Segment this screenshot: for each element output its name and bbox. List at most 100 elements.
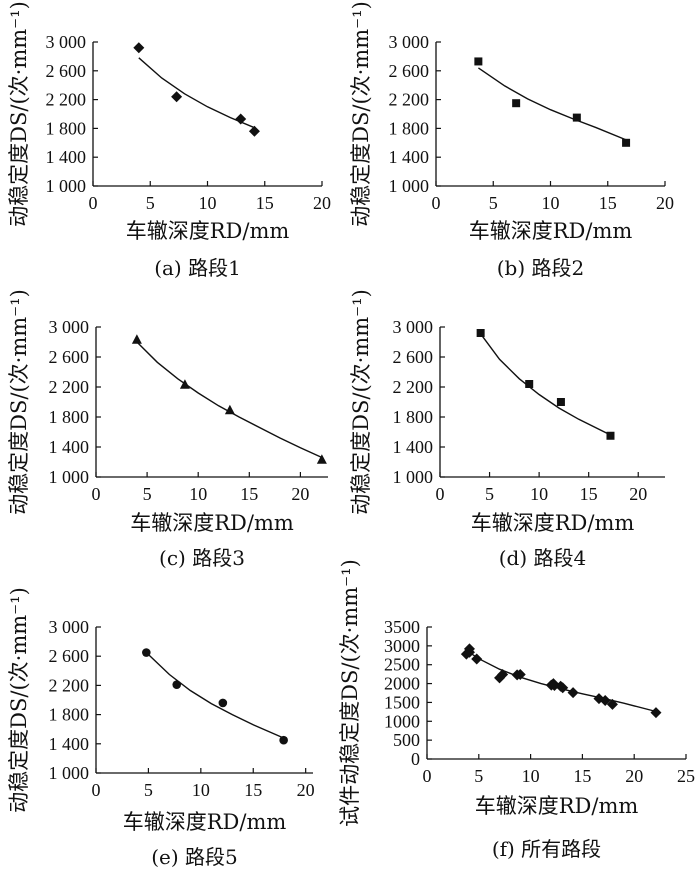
x-tick-label: 5 <box>144 780 153 800</box>
data-point <box>606 698 618 710</box>
data-point <box>279 735 288 745</box>
y-tick-label: 2 200 <box>389 90 430 110</box>
y-axis-title: 动稳定度DS/(次·mm⁻¹) <box>7 587 31 813</box>
y-tick-label: 2 200 <box>49 377 90 397</box>
x-tick-label: 10 <box>192 780 210 800</box>
panel-caption: (f) 所有路段 <box>492 837 601 861</box>
y-tick-label: 3 000 <box>46 32 87 52</box>
x-tick-label: 10 <box>522 766 540 786</box>
panel-caption: (d) 路段4 <box>499 546 587 570</box>
y-axis-title: 试件动稳定度DS/(次·mm⁻¹) <box>338 559 362 827</box>
data-point <box>131 334 142 344</box>
y-tick-label: 2500 <box>384 655 420 675</box>
x-tick-label: 15 <box>240 484 258 504</box>
data-point <box>514 669 526 681</box>
data-point <box>512 99 521 108</box>
x-axis-title: 车辙深度RD/mm <box>130 511 294 535</box>
y-tick-label: 3000 <box>384 636 420 656</box>
data-point <box>497 669 509 681</box>
data-point <box>133 42 145 54</box>
data-point <box>316 454 327 464</box>
x-tick-label: 5 <box>474 766 483 786</box>
y-tick-label: 1 000 <box>49 467 90 487</box>
x-tick-label: 0 <box>423 766 432 786</box>
x-tick-label: 20 <box>656 193 674 213</box>
data-point <box>525 380 534 388</box>
y-tick-label: 3 000 <box>389 32 430 52</box>
y-tick-label: 2000 <box>384 674 420 694</box>
data-point <box>471 653 483 665</box>
y-tick-label: 1 800 <box>46 118 87 138</box>
x-tick-label: 20 <box>629 484 647 504</box>
y-tick-label: 1000 <box>384 711 420 731</box>
x-tick-label: 15 <box>244 780 262 800</box>
y-axis-title: 动稳定度DS/(次·mm⁻¹) <box>349 1 373 227</box>
chart-d: 1 000 1 400 1 800 2 200 2 600 3 000 0 5 10 15 20 车辙… <box>349 289 665 570</box>
fit-curve <box>136 341 323 459</box>
x-tick-label: 20 <box>625 766 643 786</box>
fit-curve <box>138 57 255 129</box>
y-tick-label: 1 400 <box>46 147 87 167</box>
data-point <box>172 680 182 689</box>
y-tick-label: 0 <box>411 749 420 769</box>
y-axis-title: 动稳定度DS/(次·mm⁻¹) <box>349 289 373 515</box>
x-tick-label: 0 <box>436 484 445 504</box>
y-tick-label: 2 200 <box>46 90 87 110</box>
y-tick-label: 3 000 <box>393 317 434 337</box>
y-axis-title: 动稳定度DS/(次·mm⁻¹) <box>7 289 31 515</box>
y-tick-label: 1 400 <box>389 147 430 167</box>
data-point <box>474 57 483 66</box>
data-point <box>572 113 581 122</box>
panel-caption: (e) 路段5 <box>151 845 238 869</box>
x-tick-label: 0 <box>92 780 101 800</box>
data-point <box>224 404 235 415</box>
x-axis-title: 车辙深度RD/mm <box>469 219 633 243</box>
fit-curve <box>466 649 657 713</box>
data-point <box>463 646 475 658</box>
x-tick-label: 15 <box>256 193 274 213</box>
fit-curve <box>478 67 627 141</box>
chart-b: 1 000 1 400 1 800 2 200 2 600 3 000 0 5 10 15 20 车辙… <box>349 1 674 280</box>
data-point <box>557 682 569 694</box>
chart-a: 1 000 1 400 1 800 2 200 2 600 3 000 0 5 10 15 20 车辙… <box>7 1 331 280</box>
x-tick-label: 10 <box>530 484 548 504</box>
data-point <box>235 113 247 125</box>
y-tick-label: 2 200 <box>49 675 90 695</box>
x-axis-title: 车辙深度RD/mm <box>475 794 639 818</box>
x-tick-label: 20 <box>291 484 309 504</box>
x-tick-label: 20 <box>297 780 315 800</box>
y-tick-label: 1 000 <box>393 467 434 487</box>
y-tick-label: 1 000 <box>49 763 90 783</box>
x-tick-label: 0 <box>89 193 98 213</box>
y-tick-label: 2 600 <box>46 61 87 81</box>
data-point <box>606 431 615 440</box>
fit-curve <box>145 651 284 739</box>
chart-e: 1 000 1 400 1 800 2 200 2 600 3 000 0 5 10 15 20 车辙… <box>7 587 315 869</box>
y-tick-label: 3500 <box>384 617 420 637</box>
y-axis-title: 动稳定度DS/(次·mm⁻¹) <box>7 1 31 227</box>
y-tick-label: 2 200 <box>393 377 434 397</box>
chart-c: 1 000 1 400 1 800 2 200 2 600 3 000 0 5 10 15 20 车辙… <box>7 289 328 570</box>
x-tick-label: 5 <box>489 193 498 213</box>
data-point <box>599 695 611 707</box>
x-tick-label: 10 <box>189 484 207 504</box>
panel-caption: (c) 路段3 <box>159 546 245 570</box>
panel-caption: (b) 路段2 <box>497 256 585 280</box>
y-tick-label: 1 800 <box>49 407 90 427</box>
x-tick-label: 15 <box>580 484 598 504</box>
x-tick-label: 0 <box>432 193 441 213</box>
data-point <box>179 379 190 389</box>
y-tick-label: 2 600 <box>393 347 434 367</box>
y-tick-label: 1 000 <box>46 176 87 196</box>
data-point <box>171 91 183 103</box>
x-tick-label: 10 <box>199 193 217 213</box>
x-tick-label: 15 <box>573 766 591 786</box>
fit-curve <box>480 333 611 436</box>
y-tick-label: 1 400 <box>393 437 434 457</box>
y-tick-label: 1 800 <box>49 705 90 725</box>
x-tick-label: 5 <box>143 484 152 504</box>
y-tick-label: 1 400 <box>49 734 90 754</box>
x-tick-label: 10 <box>542 193 560 213</box>
